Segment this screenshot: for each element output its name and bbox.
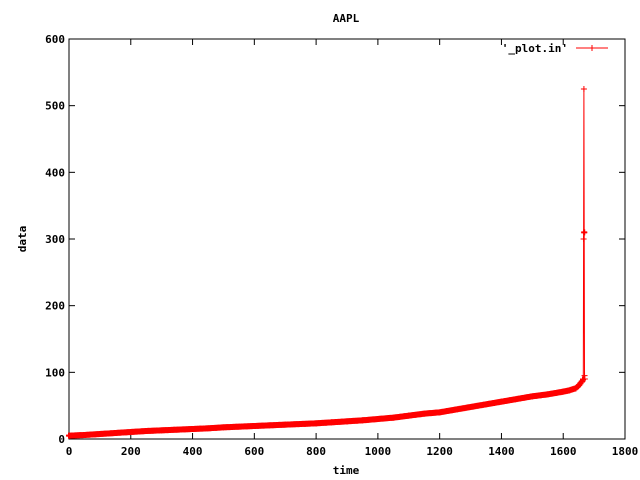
x-tick-label: 0 [66, 445, 73, 458]
data-point [282, 421, 289, 428]
plot-frame [68, 38, 626, 440]
data-point [112, 430, 119, 436]
data-point [81, 432, 88, 438]
series-layer [66, 86, 588, 439]
data-point [467, 404, 474, 410]
data-point [328, 419, 335, 426]
data-point [581, 229, 588, 236]
series-markers-0 [66, 86, 588, 439]
legend-marker [589, 45, 595, 51]
data-point [189, 426, 196, 432]
data-point [436, 409, 443, 416]
data-point [560, 388, 567, 395]
legend-label: '_plot.in' [502, 42, 568, 55]
y-axis-label: data [16, 226, 29, 253]
data-point [127, 429, 134, 435]
data-point [572, 385, 579, 392]
x-tick-label: 800 [306, 445, 326, 458]
data-point [374, 416, 381, 422]
data-point [266, 422, 273, 429]
y-tick-label: 300 [45, 233, 65, 246]
data-point [452, 406, 459, 413]
data-point [580, 86, 587, 92]
data-point [544, 391, 551, 398]
data-point [174, 426, 181, 433]
x-axis: 0 200 400 600 800 1000 1200 1400 1600 1800 [66, 39, 639, 458]
y-tick-label: 500 [45, 100, 65, 113]
data-point [483, 401, 489, 408]
data-point [143, 428, 150, 434]
data-point [220, 424, 227, 431]
x-tick-label: 1800 [612, 445, 639, 458]
x-tick-label: 1200 [426, 445, 453, 458]
chart-title: AAPL [333, 12, 360, 25]
legend: '_plot.in' [502, 42, 608, 55]
data-point [566, 387, 573, 394]
data-point [498, 398, 505, 405]
data-point [390, 414, 397, 421]
data-point [66, 432, 72, 439]
data-point [581, 376, 588, 382]
x-tick-label: 1400 [488, 445, 515, 458]
x-tick-label: 400 [183, 445, 203, 458]
series-line-0 [68, 88, 586, 437]
y-tick-label: 400 [45, 166, 65, 179]
x-tick-label: 1000 [365, 445, 392, 458]
x-tick-label: 1600 [550, 445, 577, 458]
x-tick-label: 600 [244, 445, 264, 458]
data-point [158, 427, 165, 434]
data-point [313, 420, 320, 427]
data-point [359, 417, 366, 424]
data-point [251, 423, 258, 429]
y-tick-label: 0 [58, 433, 65, 446]
data-point [205, 425, 211, 432]
y-tick-label: 600 [45, 33, 65, 46]
y-tick-label: 100 [45, 366, 65, 379]
x-axis-label: time [333, 464, 360, 477]
data-point [575, 382, 582, 389]
y-axis: 0 100 200 300 400 500 600 [45, 33, 625, 446]
x-tick-label: 200 [121, 445, 141, 458]
data-point [297, 421, 304, 427]
data-point [235, 423, 242, 430]
y-tick-label: 200 [45, 300, 65, 313]
data-point [580, 236, 587, 242]
data-point [513, 396, 520, 402]
data-point [405, 412, 412, 419]
data-point [344, 418, 350, 425]
data-point [96, 431, 103, 437]
data-point [421, 410, 428, 417]
data-point [529, 393, 536, 400]
